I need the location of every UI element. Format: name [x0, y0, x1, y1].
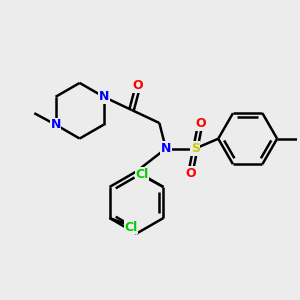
Text: N: N — [161, 142, 171, 155]
Text: O: O — [195, 118, 206, 130]
Text: O: O — [133, 79, 143, 92]
Text: Cl: Cl — [136, 168, 149, 181]
Text: N: N — [50, 118, 61, 131]
Text: Cl: Cl — [124, 221, 137, 234]
Text: S: S — [191, 142, 200, 155]
Text: N: N — [99, 90, 109, 103]
Text: O: O — [185, 167, 196, 180]
